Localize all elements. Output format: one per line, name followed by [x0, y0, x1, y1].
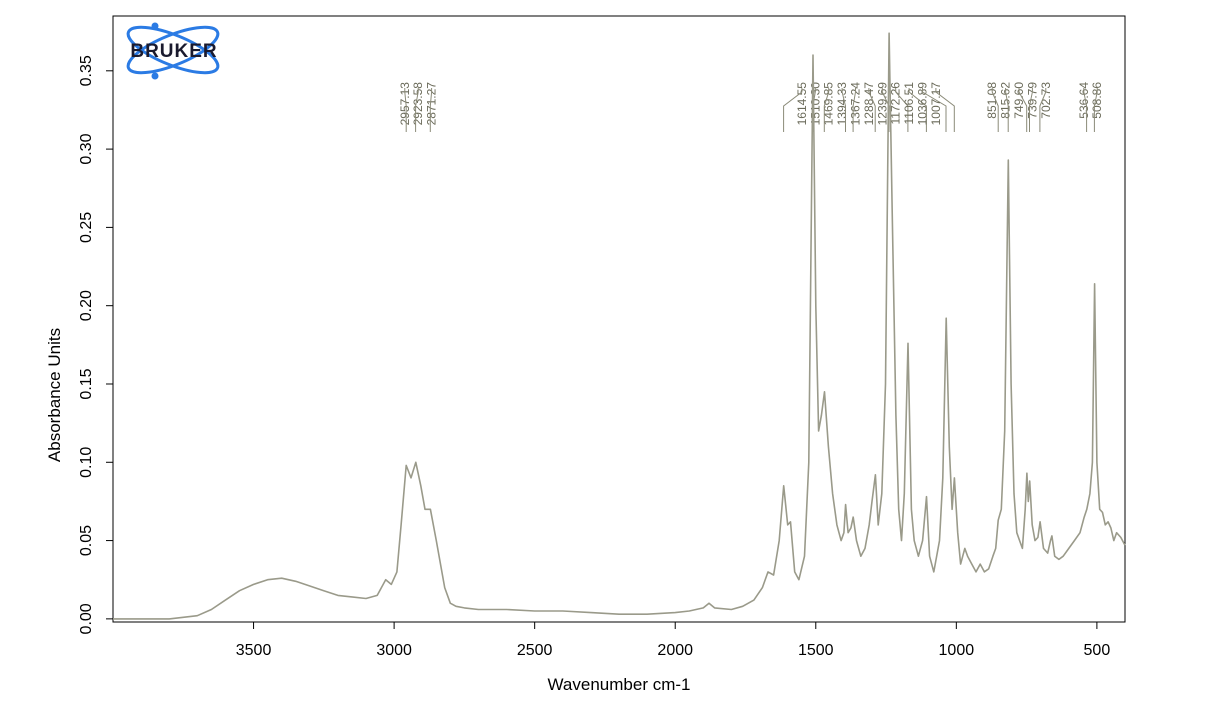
peak-label: 1172.26	[889, 82, 903, 125]
y-axis: 0.00 0.05 0.10 0.15 0.20 0.25 0.30 0.35	[78, 55, 113, 634]
y-tick-label: 0.30	[78, 133, 95, 164]
x-axis: 3500 3000 2500 2000 1500 1000 500	[236, 622, 1111, 659]
spectrum-line-0	[113, 32, 1126, 620]
peak-label: 1007.17	[929, 82, 943, 126]
peak-label: 1614.55	[795, 82, 809, 126]
peak-leader-line	[1039, 88, 1047, 132]
y-tick-label: 0.00	[78, 603, 95, 634]
x-tick-label: 2500	[517, 642, 553, 659]
peak-leader-line	[895, 88, 909, 132]
peak-leader-line	[991, 88, 999, 132]
peak-leader-line	[1005, 88, 1009, 132]
y-tick-label: 0.05	[78, 525, 95, 556]
peak-leader-line	[429, 88, 433, 132]
y-tick-label: 0.25	[78, 212, 95, 243]
logo-orbit-a	[126, 25, 220, 75]
peak-leader-line	[908, 88, 927, 132]
y-tick-label: 0.20	[78, 290, 95, 321]
plot-frame	[112, 15, 1126, 623]
peak-label: 1367.24	[849, 82, 863, 126]
peak-label: 1288.47	[862, 82, 876, 126]
peak-leader-line	[935, 88, 955, 132]
peak-label: 749.60	[1012, 82, 1026, 119]
y-tick-label: 0.15	[78, 368, 95, 399]
peak-label: 1036.89	[916, 82, 930, 126]
peak-label: 2923.58	[411, 82, 425, 126]
logo-dot-bottom	[151, 72, 159, 80]
x-tick-label: 1500	[798, 642, 834, 659]
x-tick-label: 500	[1084, 642, 1111, 659]
x-axis-label: Wavenumber cm-1	[548, 675, 691, 694]
logo-text: BRUKER	[130, 41, 217, 62]
peak-leader-line	[1029, 88, 1033, 132]
peak-label: 2957.13	[398, 82, 412, 126]
logo-dot-top	[151, 22, 159, 30]
peak-leader-line	[868, 88, 876, 132]
peak-label: 1239.69	[875, 82, 889, 126]
x-tick-label: 3500	[236, 642, 272, 659]
peak-label: 1106.51	[902, 82, 916, 125]
peak-leader-line	[1083, 88, 1088, 132]
peak-leader-line	[1093, 88, 1098, 132]
x-tick-label: 2000	[657, 642, 693, 659]
x-tick-label: 1000	[939, 642, 975, 659]
peak-label: 739.79	[1025, 82, 1039, 119]
peak-leader-line	[404, 88, 407, 132]
peak-leader-line	[783, 88, 803, 132]
x-tick-label: 3000	[376, 642, 412, 659]
peak-leader-line	[841, 88, 846, 132]
peak-leader-line	[1018, 88, 1028, 132]
y-axis-label: Absorbance Units	[45, 328, 64, 462]
peak-label: 2871.27	[425, 82, 439, 126]
peak-label: 536.64	[1077, 82, 1091, 119]
peak-label: 508.86	[1090, 82, 1104, 119]
logo-orbit-b	[126, 25, 220, 75]
peak-leader-line	[823, 88, 830, 132]
peak-label: 702.73	[1039, 82, 1053, 119]
bruker-logo: BRUKER	[126, 22, 220, 80]
spectrum-layer	[113, 32, 1126, 620]
peak-leader-line	[852, 88, 856, 132]
y-tick-label: 0.35	[78, 55, 95, 86]
peak-label: 1469.85	[822, 82, 836, 126]
peak-leader-line	[415, 88, 419, 132]
peak-label: 851.08	[985, 82, 999, 119]
peak-label-group: 2957.13 2923.58 2871.27 1614.55 1510.30 1469.…	[398, 82, 1104, 132]
peak-leader-line	[922, 88, 947, 132]
y-tick-label: 0.10	[78, 447, 95, 478]
peak-label: 815.62	[999, 82, 1013, 119]
